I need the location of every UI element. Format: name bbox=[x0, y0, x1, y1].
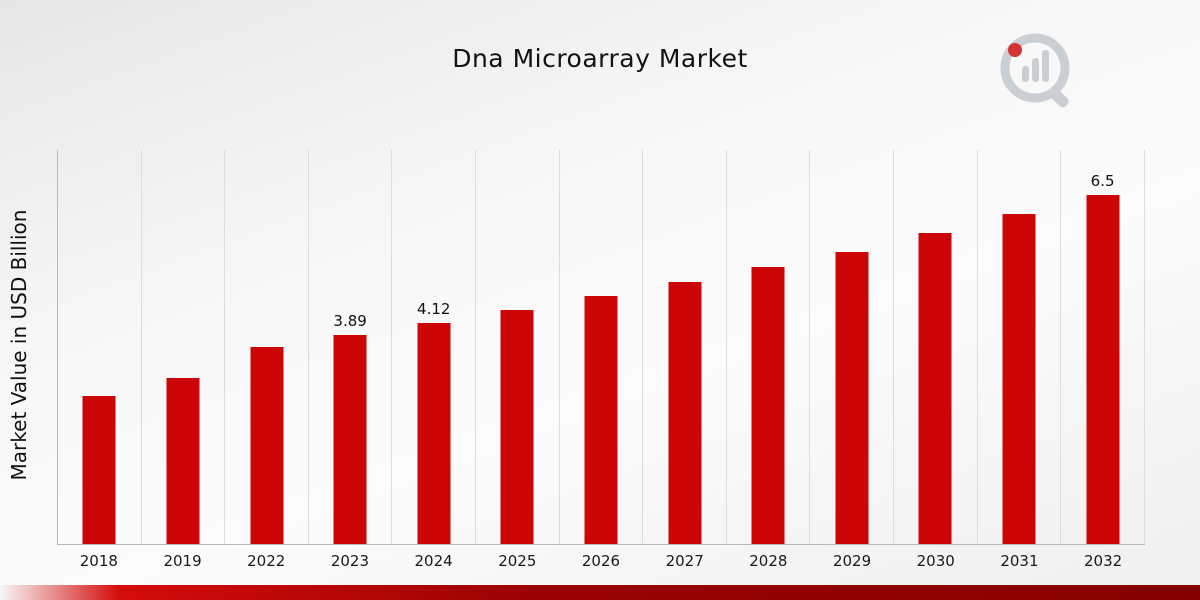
x-tick-label-2029: 2029 bbox=[832, 552, 872, 570]
chart-title: Dna Microarray Market bbox=[452, 44, 748, 73]
bottom-accent-stripe bbox=[0, 585, 1200, 600]
bar-2031 bbox=[1002, 213, 1036, 544]
bar-2027 bbox=[668, 282, 702, 544]
x-axis: 2018 2019 2022 2023 2024 2025 2026 2027 2028 2029… bbox=[57, 552, 1145, 574]
bar-2023 bbox=[333, 334, 367, 544]
chart-column bbox=[476, 150, 560, 544]
bar-2018 bbox=[82, 395, 116, 544]
bar-2025 bbox=[500, 310, 534, 544]
bar-2019 bbox=[166, 378, 200, 544]
chart-column bbox=[225, 150, 309, 544]
chart-column: 4.12 bbox=[392, 150, 477, 544]
x-tick-label-2022: 2022 bbox=[247, 552, 286, 570]
x-tick-label-2023: 2023 bbox=[330, 552, 369, 570]
x-tick-label-2031: 2031 bbox=[1000, 552, 1039, 570]
bar-2028 bbox=[751, 266, 785, 544]
chart-column bbox=[643, 150, 727, 544]
value-label-2024: 4.12 bbox=[417, 299, 451, 318]
bar-2032 bbox=[1086, 194, 1120, 544]
x-tick-label-2018: 2018 bbox=[79, 552, 118, 570]
value-label-2023: 3.89 bbox=[333, 311, 367, 330]
x-tick-label-2024: 2024 bbox=[414, 552, 453, 570]
chart-column bbox=[142, 150, 226, 544]
x-tick-label-2025: 2025 bbox=[498, 552, 537, 570]
chart-column bbox=[894, 150, 978, 544]
x-tick-label-2026: 2026 bbox=[581, 552, 621, 570]
chart-column bbox=[560, 150, 644, 544]
bar-2030 bbox=[918, 232, 952, 544]
x-tick-label-2028: 2028 bbox=[749, 552, 788, 570]
plot-area: 3.89 4.12 6.5 bbox=[57, 150, 1145, 545]
value-label-2032: 6.5 bbox=[1090, 171, 1115, 190]
x-tick-label-2019: 2019 bbox=[163, 552, 202, 570]
bar-2024 bbox=[417, 322, 451, 544]
y-axis-label: Market Value in USD Billion bbox=[7, 209, 31, 481]
x-tick-label-2030: 2030 bbox=[916, 552, 955, 570]
bar-2029 bbox=[835, 251, 869, 544]
bar-2022 bbox=[250, 347, 284, 544]
chart-column bbox=[810, 150, 895, 544]
x-tick-label-2027: 2027 bbox=[665, 552, 704, 570]
chart-column: 3.89 bbox=[309, 150, 393, 544]
chart-column bbox=[978, 150, 1062, 544]
x-tick-label-2032: 2032 bbox=[1084, 552, 1123, 570]
chart-column bbox=[727, 150, 811, 544]
brand-logo-icon bbox=[1000, 33, 1070, 108]
chart-column bbox=[58, 150, 142, 544]
chart-column: 6.5 bbox=[1061, 150, 1145, 544]
bar-2026 bbox=[584, 295, 618, 544]
